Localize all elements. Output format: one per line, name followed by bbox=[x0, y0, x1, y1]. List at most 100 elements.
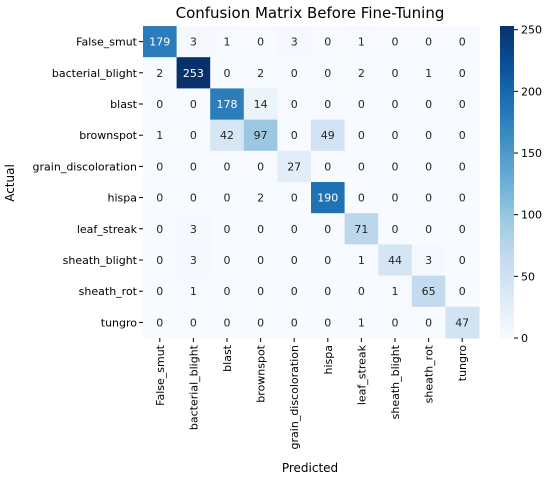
heatmap-cell bbox=[210, 57, 245, 89]
heatmap-cell bbox=[378, 88, 413, 121]
heatmap-cell bbox=[277, 275, 312, 308]
colorbar-tick-label: 100 bbox=[521, 209, 542, 222]
heatmap-cell bbox=[445, 26, 480, 58]
cell-value-label: 0 bbox=[291, 285, 298, 298]
heatmap-cell bbox=[143, 26, 178, 58]
cell-value-label: 1 bbox=[392, 285, 399, 298]
cell-value-label: 0 bbox=[459, 160, 466, 173]
heatmap-cell bbox=[143, 213, 178, 245]
x-tick-label: hispa bbox=[322, 345, 335, 374]
heatmap-cell bbox=[243, 57, 278, 89]
heatmap-cell bbox=[445, 182, 480, 214]
colorbar-tick-label: 200 bbox=[521, 85, 542, 98]
y-tick-label: brownspot bbox=[79, 129, 137, 142]
cell-value-label: 3 bbox=[425, 254, 432, 267]
cell-value-label: 49 bbox=[321, 129, 335, 142]
heatmap-cell bbox=[311, 306, 346, 339]
heatmap-cell bbox=[411, 88, 446, 121]
cell-value-label: 0 bbox=[224, 254, 231, 267]
cell-value-label: 2 bbox=[257, 192, 264, 205]
cell-value-label: 0 bbox=[324, 285, 331, 298]
heatmap-cell bbox=[243, 26, 278, 58]
cell-value-label: 0 bbox=[224, 192, 231, 205]
cell-value-label: 0 bbox=[156, 316, 163, 329]
cell-value-label: 0 bbox=[291, 192, 298, 205]
cell-value-label: 0 bbox=[459, 285, 466, 298]
heatmap-cell bbox=[311, 57, 346, 89]
heatmap-cell bbox=[344, 119, 379, 152]
heatmap-cell bbox=[143, 57, 178, 89]
x-tick-label: tungro bbox=[456, 345, 469, 382]
heatmap-cell bbox=[143, 150, 178, 183]
heatmap-cell bbox=[311, 275, 346, 308]
cell-value-label: 0 bbox=[358, 98, 365, 111]
cell-value-label: 0 bbox=[291, 129, 298, 142]
cell-value-label: 47 bbox=[455, 316, 469, 329]
heatmap-cell bbox=[243, 182, 278, 214]
heatmap-cell bbox=[277, 57, 312, 89]
cell-value-label: 0 bbox=[459, 223, 466, 236]
heatmap-cell bbox=[344, 213, 379, 245]
heatmap-cell bbox=[344, 182, 379, 214]
heatmap-cell bbox=[445, 88, 480, 121]
heatmap-cell bbox=[176, 244, 211, 277]
heatmap-cell bbox=[344, 306, 379, 339]
cell-value-label: 0 bbox=[156, 285, 163, 298]
cell-value-label: 44 bbox=[388, 254, 402, 267]
heatmap-cell bbox=[277, 306, 312, 339]
cell-value-label: 71 bbox=[354, 223, 368, 236]
heatmap-cell bbox=[176, 275, 211, 308]
cell-value-label: 0 bbox=[291, 254, 298, 267]
y-tick-label: tungro bbox=[101, 316, 138, 329]
heatmap-cell bbox=[277, 213, 312, 245]
heatmap-cell bbox=[243, 275, 278, 308]
cell-value-label: 0 bbox=[459, 192, 466, 205]
heatmap-cell bbox=[378, 119, 413, 152]
x-tick-label: brownspot bbox=[255, 344, 268, 402]
x-tick-label: blast bbox=[221, 344, 234, 372]
cell-value-label: 0 bbox=[190, 98, 197, 111]
heatmap-cell bbox=[311, 150, 346, 183]
heatmap-cell bbox=[277, 150, 312, 183]
cell-value-label: 0 bbox=[392, 36, 399, 49]
cell-value-label: 0 bbox=[190, 192, 197, 205]
cell-value-label: 0 bbox=[291, 98, 298, 111]
cell-value-label: 0 bbox=[392, 129, 399, 142]
heatmap-cell bbox=[378, 213, 413, 245]
heatmap-cell bbox=[243, 306, 278, 339]
heatmap-cell bbox=[210, 119, 245, 152]
heatmap-cell bbox=[411, 306, 446, 339]
heatmap-cell bbox=[344, 275, 379, 308]
cell-value-label: 0 bbox=[291, 67, 298, 80]
heatmap-cell bbox=[210, 213, 245, 245]
x-tick-label: leaf_streak bbox=[355, 344, 368, 405]
heatmap-cell bbox=[277, 26, 312, 58]
cell-value-label: 0 bbox=[358, 192, 365, 205]
cell-value-label: 27 bbox=[287, 160, 301, 173]
y-tick-label: grain_discoloration bbox=[33, 160, 137, 173]
heatmap-cell bbox=[277, 182, 312, 214]
heatmap-cell bbox=[311, 182, 346, 214]
heatmap-cell bbox=[210, 244, 245, 277]
x-tick-label: sheath_rot bbox=[423, 344, 436, 403]
cell-value-label: 0 bbox=[358, 160, 365, 173]
y-tick-label: False_smut bbox=[76, 36, 138, 49]
cell-value-label: 0 bbox=[224, 285, 231, 298]
cell-value-label: 0 bbox=[156, 160, 163, 173]
x-tick-label: False_smut bbox=[154, 344, 167, 406]
cell-value-label: 0 bbox=[224, 316, 231, 329]
heatmap-cell bbox=[277, 244, 312, 277]
cell-value-label: 0 bbox=[459, 129, 466, 142]
cell-value-label: 0 bbox=[358, 129, 365, 142]
cell-value-label: 0 bbox=[459, 36, 466, 49]
x-axis-label: Predicted bbox=[282, 461, 338, 475]
cell-value-label: 0 bbox=[358, 285, 365, 298]
cell-value-label: 0 bbox=[257, 285, 264, 298]
cell-value-label: 3 bbox=[291, 36, 298, 49]
cell-value-label: 3 bbox=[190, 36, 197, 49]
colorbar-ticks: 0 50 100 150 200 250 bbox=[514, 24, 542, 345]
heatmap-cell bbox=[311, 88, 346, 121]
cell-value-label: 0 bbox=[392, 316, 399, 329]
heatmap-cell bbox=[411, 119, 446, 152]
